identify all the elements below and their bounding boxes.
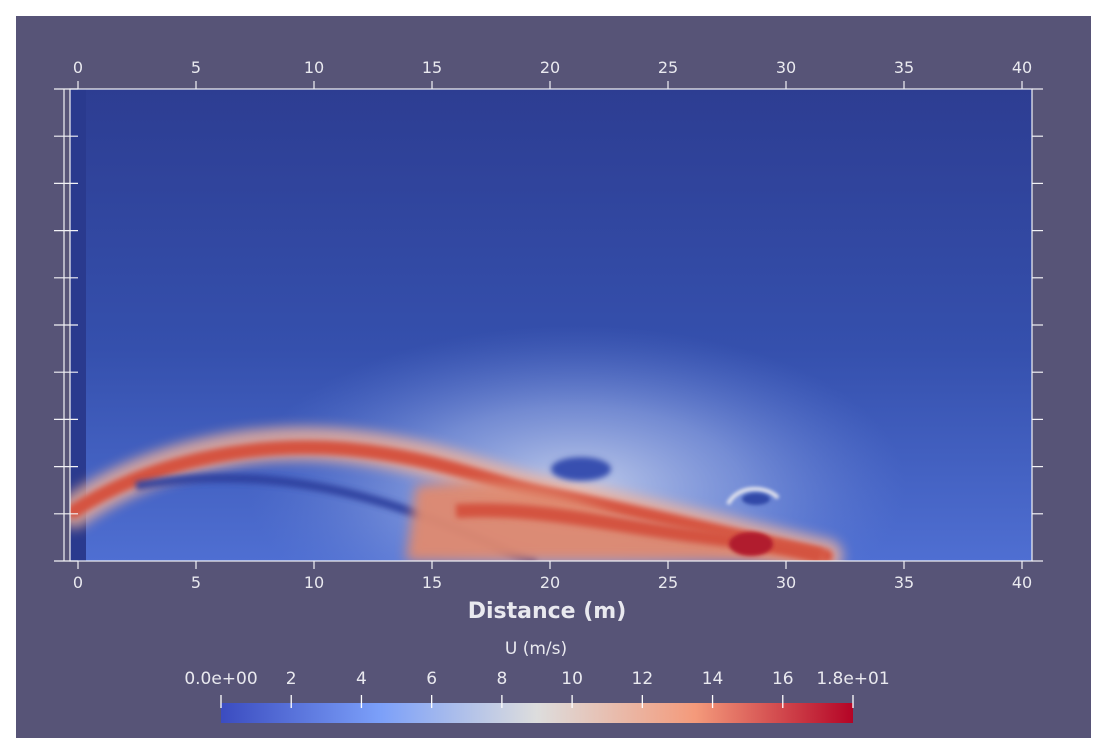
- colorbar-title: U (m/s): [505, 639, 567, 659]
- colorbar-tick-label: 14: [702, 669, 724, 689]
- x-ticks-top: 0 5 10 15 20 25 30 35 40: [73, 58, 1032, 89]
- x-tick-bottom-label: 40: [1012, 573, 1032, 592]
- colorbar: [221, 703, 853, 723]
- colorbar-tick-label: 8: [496, 669, 507, 689]
- velocity-field-chart: 0 5 10 15 20 25 30 35 40 0 5 10 15 20 25 30 35 40 Distan…: [54, 58, 1043, 723]
- x-tick-top-label: 30: [776, 58, 796, 77]
- x-tick-top-label: 0: [73, 58, 83, 77]
- x-tick-top-label: 35: [894, 58, 914, 77]
- x-axis-title: Distance (m): [468, 599, 627, 624]
- x-tick-top-label: 20: [540, 58, 560, 77]
- colorbar-tick-label: 16: [772, 669, 794, 689]
- vortex-right-ring: [726, 486, 780, 506]
- x-tick-bottom-label: 30: [776, 573, 796, 592]
- vortex-right-core: [742, 493, 770, 505]
- x-tick-top-label: 15: [422, 58, 442, 77]
- colorbar-tick-label: 0.0e+00: [184, 669, 257, 689]
- impact-core: [455, 503, 823, 561]
- x-tick-bottom-label: 20: [540, 573, 560, 592]
- velocity-field: [70, 89, 1032, 561]
- colorbar-tick-label: 10: [561, 669, 583, 689]
- vortex-left: [551, 457, 611, 481]
- x-tick-top-label: 40: [1012, 58, 1032, 77]
- x-tick-bottom-label: 35: [894, 573, 914, 592]
- x-tick-bottom-label: 15: [422, 573, 442, 592]
- x-tick-bottom-label: 5: [191, 573, 201, 592]
- jet-core: [70, 440, 833, 561]
- x-tick-top-label: 10: [304, 58, 324, 77]
- x-tick-top-label: 25: [658, 58, 678, 77]
- y-ticks: [54, 88, 1043, 562]
- plot-frame: 0 5 10 15 20 25 30 35 40 0 5 10 15 20 25 30 35 40 Distan…: [16, 16, 1091, 738]
- colorbar-ticks: 0.0e+00 2 4 6 8 10 12 14 16 1.8e+01: [184, 669, 890, 708]
- colorbar-tick-label: 4: [356, 669, 367, 689]
- colorbar-tick-label: 6: [426, 669, 437, 689]
- field-glow: [246, 326, 906, 561]
- x-tick-bottom-label: 0: [73, 573, 83, 592]
- colorbar-tick-label: 1.8e+01: [816, 669, 889, 689]
- peak-zone: [729, 532, 773, 556]
- x-tick-top-label: 5: [191, 58, 201, 77]
- colorbar-tick-label: 12: [632, 669, 654, 689]
- x-ticks-bottom: 0 5 10 15 20 25 30 35 40: [73, 561, 1032, 592]
- x-tick-bottom-label: 10: [304, 573, 324, 592]
- x-tick-bottom-label: 25: [658, 573, 678, 592]
- colorbar-tick-label: 2: [286, 669, 297, 689]
